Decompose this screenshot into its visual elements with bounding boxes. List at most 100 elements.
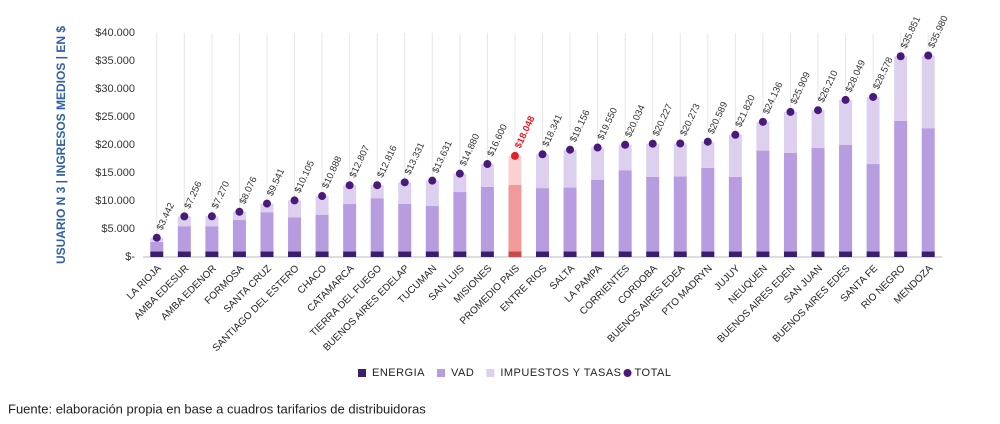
total-label: $20.273 bbox=[678, 102, 702, 138]
total-label: $12.807 bbox=[348, 144, 372, 180]
bar-segment bbox=[591, 147, 605, 180]
total-dot bbox=[510, 151, 519, 160]
total-label: $19.156 bbox=[568, 108, 592, 144]
bar-segment bbox=[563, 187, 577, 252]
total-dot bbox=[262, 199, 271, 208]
bar-segment bbox=[425, 206, 439, 252]
bar-segment bbox=[783, 152, 797, 252]
bar-segment bbox=[756, 251, 770, 257]
total-label: $26.210 bbox=[816, 69, 840, 105]
bar-segment bbox=[866, 96, 880, 165]
bar-segment bbox=[177, 216, 191, 227]
total-label: $7.256 bbox=[182, 180, 204, 211]
bar-segment bbox=[536, 188, 549, 252]
total-label: $18.048 bbox=[513, 114, 537, 150]
y-tick-label: $5.000 bbox=[101, 223, 135, 235]
bar-segment bbox=[205, 251, 219, 257]
bar-segment bbox=[205, 226, 219, 252]
total-dot bbox=[924, 51, 933, 60]
total-dot bbox=[373, 181, 382, 190]
bar-segment bbox=[343, 185, 357, 204]
y-tick-label: $10.000 bbox=[95, 195, 135, 207]
bar-segment bbox=[398, 182, 412, 204]
total-dot bbox=[180, 212, 189, 221]
bar-segment bbox=[232, 251, 246, 257]
total-label: $28.049 bbox=[844, 58, 868, 94]
bar-segment bbox=[315, 215, 329, 252]
total-dot bbox=[896, 52, 905, 61]
total-label: $20.227 bbox=[651, 102, 675, 138]
total-label: $13.331 bbox=[403, 141, 427, 177]
bar-segment bbox=[618, 251, 632, 257]
total-dot bbox=[345, 181, 354, 190]
total-label: $24.136 bbox=[761, 80, 785, 116]
total-dot bbox=[841, 95, 850, 104]
bar-segment bbox=[398, 203, 412, 252]
bar-segment bbox=[646, 143, 660, 177]
bar-segment bbox=[425, 251, 439, 257]
total-dot bbox=[483, 160, 492, 169]
bar-segment bbox=[288, 217, 302, 252]
bar-segment bbox=[839, 251, 853, 257]
bar-segment bbox=[453, 192, 467, 252]
bar-segment bbox=[839, 99, 853, 145]
total-label: $14.880 bbox=[458, 132, 482, 168]
total-dot bbox=[786, 107, 795, 116]
legend-swatch bbox=[486, 369, 495, 377]
bar-segment bbox=[343, 203, 357, 252]
legend-label: VAD bbox=[451, 367, 474, 379]
bar-segment bbox=[811, 251, 825, 257]
bar-segment bbox=[673, 176, 687, 252]
bar-segment bbox=[453, 173, 467, 193]
bar-segment bbox=[701, 141, 715, 168]
y-tick-label: $15.000 bbox=[95, 167, 135, 179]
total-dot bbox=[566, 145, 575, 154]
total-dot bbox=[869, 92, 878, 101]
bar-segment bbox=[232, 220, 246, 252]
bar-segment bbox=[811, 147, 825, 252]
total-dot bbox=[703, 137, 712, 146]
bar-segment bbox=[536, 251, 549, 257]
bar-segment bbox=[894, 56, 908, 121]
bar-segment bbox=[618, 144, 632, 171]
bar-segment bbox=[508, 251, 522, 257]
bar-segment bbox=[783, 111, 797, 153]
bar-segment bbox=[701, 167, 715, 252]
bar-segment bbox=[480, 251, 494, 257]
bar-segment bbox=[205, 216, 219, 227]
bar-segment bbox=[921, 55, 935, 129]
total-dot bbox=[152, 233, 161, 242]
bar-segment bbox=[728, 251, 742, 257]
bar-segment bbox=[370, 198, 384, 252]
bar-segment bbox=[425, 180, 439, 207]
bar-segment bbox=[536, 154, 549, 189]
total-label: $13.631 bbox=[430, 139, 454, 175]
total-label: $19.550 bbox=[596, 106, 620, 142]
total-dot bbox=[538, 150, 547, 159]
legend-swatch bbox=[358, 369, 366, 377]
bar-segment bbox=[618, 170, 632, 252]
bar-segment bbox=[260, 251, 274, 257]
total-label: $20.589 bbox=[706, 100, 730, 136]
y-tick-label: $- bbox=[125, 251, 135, 263]
bar-segment bbox=[921, 251, 935, 257]
bar-segment bbox=[453, 251, 467, 257]
total-label: $10.105 bbox=[293, 159, 317, 195]
total-dot bbox=[428, 176, 437, 185]
bar-segment bbox=[866, 164, 880, 252]
total-label: $28.578 bbox=[871, 56, 895, 92]
total-dot bbox=[593, 143, 602, 152]
total-dot bbox=[235, 207, 244, 216]
bar-segment bbox=[370, 185, 384, 199]
bar-segment bbox=[480, 164, 494, 187]
legend-label: TOTAL bbox=[635, 367, 672, 379]
total-dot bbox=[318, 192, 327, 201]
total-dot bbox=[648, 139, 657, 148]
total-dot bbox=[290, 196, 299, 205]
y-axis-label: USUARIO N 3 | INGRESOS MEDIOS | EN $ bbox=[54, 26, 68, 264]
total-label: $20.034 bbox=[623, 103, 647, 139]
bar-segment bbox=[480, 187, 494, 252]
bar-segment bbox=[288, 200, 302, 218]
y-tick-label: $20.000 bbox=[95, 139, 135, 151]
